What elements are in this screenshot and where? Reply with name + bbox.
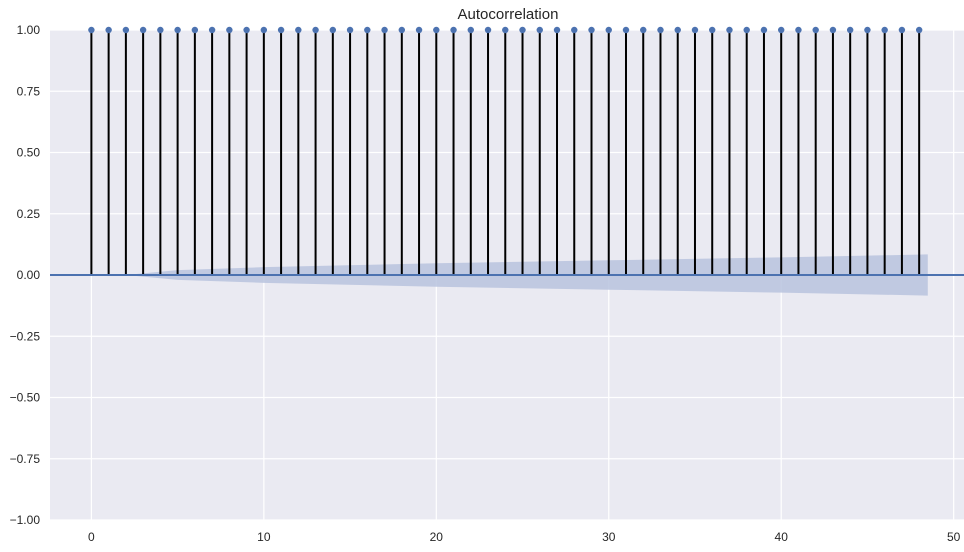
acf-marker <box>691 26 699 34</box>
acf-marker <box>536 26 543 34</box>
acf-marker <box>226 26 233 34</box>
markers <box>88 26 923 34</box>
acf-marker <box>191 26 199 34</box>
acf-marker <box>502 26 509 34</box>
acf-marker <box>571 26 578 34</box>
acf-marker <box>640 26 647 34</box>
acf-marker <box>812 26 819 34</box>
acf-marker <box>329 26 337 34</box>
acf-marker <box>674 26 681 34</box>
acf-marker <box>243 26 250 34</box>
acf-marker <box>864 26 871 34</box>
x-tick-label: 40 <box>775 530 789 544</box>
y-tick-label: 1.00 <box>17 23 41 37</box>
acf-marker <box>760 26 768 34</box>
acf-marker <box>277 26 285 34</box>
x-tick-label: 10 <box>257 530 271 544</box>
x-tick-label: 20 <box>430 530 444 544</box>
acf-marker <box>208 26 216 34</box>
acf-marker <box>484 26 492 34</box>
acf-marker <box>829 26 837 34</box>
acf-marker <box>898 26 906 34</box>
y-tick-label: 0.75 <box>17 84 41 98</box>
acf-marker <box>415 26 423 34</box>
acf-marker <box>915 26 923 34</box>
acf-marker <box>381 26 388 34</box>
acf-marker <box>105 26 112 34</box>
y-tick-label: 0.50 <box>17 146 41 160</box>
acf-marker <box>657 26 664 34</box>
acf-marker <box>622 26 630 34</box>
x-tick-labels: 0 10 20 30 40 50 <box>88 530 961 544</box>
acf-marker <box>398 26 406 34</box>
acf-marker <box>174 26 181 34</box>
acf-marker <box>88 26 95 34</box>
acf-marker <box>139 26 147 34</box>
acf-marker <box>605 26 612 34</box>
acf-marker <box>846 26 854 34</box>
acf-marker <box>467 26 474 34</box>
acf-marker <box>312 26 319 34</box>
x-tick-label: 0 <box>88 530 95 544</box>
acf-marker <box>881 26 888 34</box>
acf-marker <box>795 26 802 34</box>
acf-marker <box>709 26 716 34</box>
acf-marker <box>778 26 785 34</box>
x-tick-label: 30 <box>602 530 616 544</box>
acf-marker <box>450 26 457 34</box>
acf-marker <box>553 26 561 34</box>
y-tick-label: −0.25 <box>10 329 41 343</box>
acf-marker <box>122 26 130 34</box>
y-tick-label: 0.25 <box>17 207 41 221</box>
y-tick-labels: −1.00 −0.75 −0.50 −0.25 0.00 0.25 0.50 0.75 1.00 <box>10 23 41 527</box>
acf-marker <box>364 26 371 34</box>
acf-marker <box>260 26 268 34</box>
stems <box>90 30 921 275</box>
acf-marker <box>346 26 354 34</box>
acf-marker <box>157 26 164 34</box>
acf-marker <box>588 26 595 34</box>
acf-marker <box>433 26 440 34</box>
acf-marker <box>519 26 526 34</box>
x-tick-label: 50 <box>947 530 961 544</box>
y-tick-label: 0.00 <box>17 268 41 282</box>
chart-title: Autocorrelation <box>458 6 559 23</box>
acf-marker <box>295 26 302 34</box>
y-tick-label: −0.50 <box>10 391 41 405</box>
y-tick-label: −0.75 <box>10 452 41 466</box>
acf-marker <box>726 26 733 34</box>
y-tick-label: −1.00 <box>10 513 41 527</box>
acf-marker <box>743 26 750 34</box>
